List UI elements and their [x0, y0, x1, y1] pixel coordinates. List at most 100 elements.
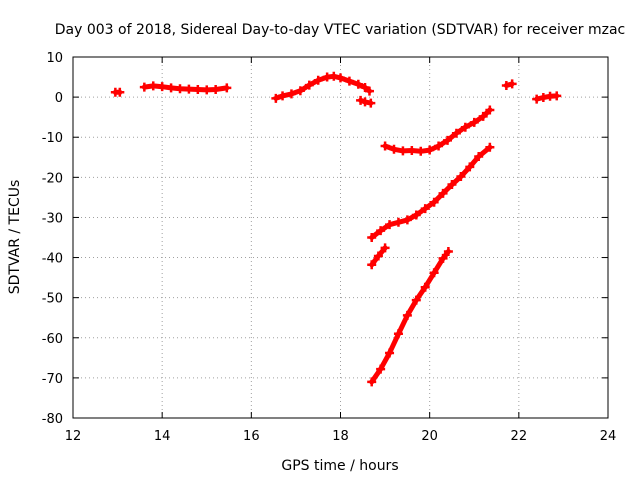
data-point	[474, 151, 484, 161]
data-point	[485, 105, 495, 115]
x-tick-label: 16	[243, 429, 260, 444]
data-point	[115, 87, 125, 97]
data-point	[402, 215, 412, 225]
data-point	[451, 128, 461, 138]
series-2	[139, 81, 232, 95]
data-point	[552, 91, 562, 101]
data-series	[110, 71, 562, 387]
data-point	[420, 204, 430, 214]
data-point	[344, 76, 354, 86]
data-point	[456, 172, 466, 182]
data-point	[532, 94, 542, 104]
data-point	[376, 364, 386, 374]
data-point	[202, 85, 212, 95]
data-point	[411, 295, 421, 305]
y-tick-label: -40	[42, 252, 63, 267]
data-point	[380, 141, 390, 151]
data-point	[366, 98, 376, 108]
y-tick-label: 10	[46, 51, 63, 66]
data-point	[465, 162, 475, 172]
data-point	[376, 226, 386, 236]
data-point	[329, 71, 339, 81]
data-point	[211, 84, 221, 94]
data-point	[356, 95, 366, 105]
series-5	[380, 105, 495, 156]
y-tick-label: -30	[42, 211, 63, 226]
data-point	[367, 233, 377, 242]
data-point	[373, 251, 383, 261]
data-point	[353, 79, 363, 89]
data-point	[380, 243, 390, 253]
y-tick-label: -50	[42, 292, 63, 307]
data-point	[271, 93, 281, 103]
data-point	[393, 217, 403, 227]
x-tick-label: 22	[511, 429, 528, 444]
y-tick-label: -20	[42, 171, 63, 186]
y-tick-label: -80	[42, 412, 63, 427]
data-point	[222, 83, 232, 93]
series-line	[369, 249, 451, 385]
data-point	[507, 79, 517, 89]
data-point	[286, 89, 296, 99]
x-tick-label: 12	[65, 429, 82, 444]
data-point	[184, 84, 194, 94]
data-point	[485, 142, 495, 152]
data-point	[193, 84, 203, 94]
x-tick-label: 24	[600, 429, 617, 444]
data-point	[478, 111, 488, 121]
y-tick-label: 0	[55, 91, 63, 106]
series-4	[356, 95, 376, 108]
y-tick-label: -70	[42, 372, 63, 387]
x-tick-label: 18	[332, 429, 349, 444]
data-point	[364, 86, 374, 96]
data-point	[148, 81, 158, 91]
data-point	[438, 253, 448, 263]
series-3	[271, 71, 374, 103]
series-8	[367, 247, 453, 387]
data-point	[402, 310, 412, 320]
data-point	[295, 86, 305, 96]
data-point	[416, 146, 426, 156]
data-point	[393, 329, 403, 339]
x-tick-label: 20	[421, 429, 438, 444]
data-point	[443, 247, 453, 257]
series-6	[367, 142, 495, 242]
y-tick-label: -60	[42, 332, 63, 347]
data-point	[157, 82, 167, 92]
data-point	[336, 73, 345, 83]
y-tick-label: -10	[42, 131, 63, 146]
data-point	[429, 268, 439, 278]
series-9	[501, 79, 517, 90]
data-point	[367, 260, 377, 270]
series-7	[367, 243, 390, 270]
data-point	[304, 80, 314, 90]
data-point	[501, 80, 511, 90]
data-point	[443, 135, 452, 145]
data-point	[139, 82, 149, 92]
data-point	[398, 146, 408, 156]
data-point	[420, 282, 430, 292]
data-point	[278, 91, 288, 101]
data-point	[367, 377, 377, 387]
data-point	[166, 83, 176, 93]
gridlines	[73, 57, 608, 418]
y-axis-label: SDTVAR / TECUs	[7, 180, 23, 295]
data-point	[447, 180, 457, 190]
series-1	[110, 87, 125, 97]
x-axis-label: GPS time / hours	[281, 458, 398, 474]
x-tick-label: 14	[154, 429, 171, 444]
data-point	[407, 145, 417, 155]
data-point	[429, 197, 439, 207]
series-10	[532, 91, 562, 104]
data-point	[460, 122, 470, 132]
data-point	[385, 220, 395, 230]
chart-title: Day 003 of 2018, Sidereal Day-to-day VTE…	[55, 22, 625, 38]
data-point	[438, 188, 448, 198]
data-point	[425, 145, 435, 155]
data-point	[389, 144, 399, 154]
data-point	[385, 348, 395, 358]
axis-ticks: 12 14 16 18 20 22 24 10 0 -10 -20 -30 -40 -50 -60 -70 -8…	[42, 51, 617, 444]
data-point	[469, 117, 479, 127]
data-point	[175, 84, 185, 94]
